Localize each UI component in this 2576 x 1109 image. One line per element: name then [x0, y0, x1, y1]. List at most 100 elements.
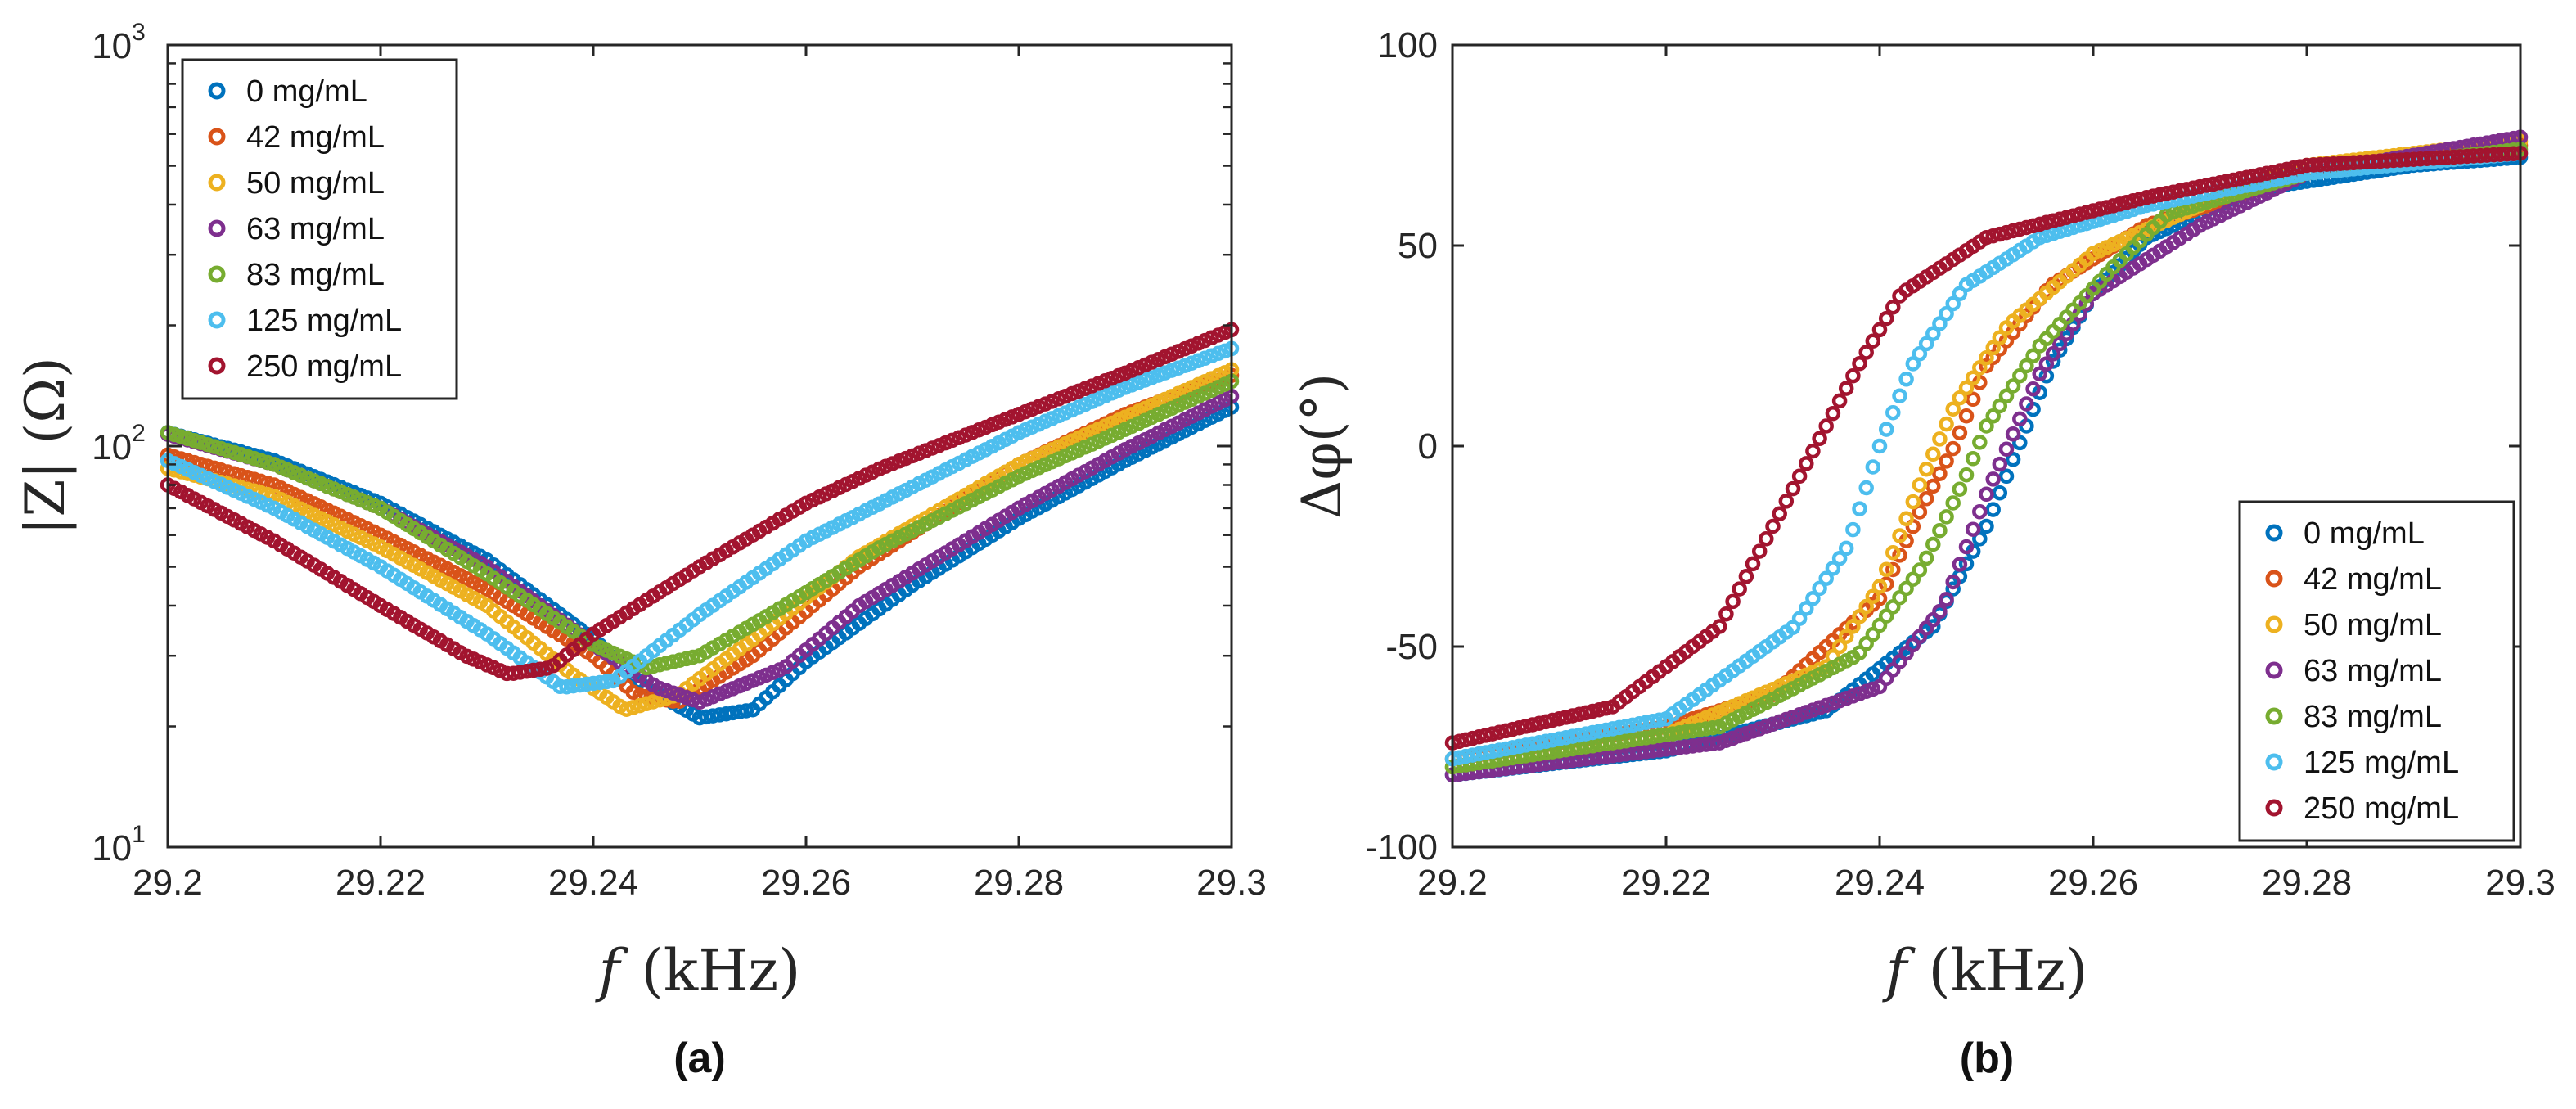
- x-tick-label: 29.22: [336, 863, 426, 903]
- data-point: [1905, 356, 1921, 372]
- data-point: [1592, 701, 1607, 718]
- data-point: [1898, 511, 1914, 527]
- panel-a-ticks: 29.2 29.22 29.24 29.26 29.28 29.3 101 102 103: [92, 19, 1267, 903]
- data-point: [2045, 346, 2061, 362]
- data-point: [1939, 306, 1954, 322]
- data-point: [665, 654, 681, 669]
- data-point: [1624, 732, 1641, 748]
- data-point: [1531, 735, 1547, 751]
- data-point: [2218, 174, 2235, 189]
- data-point: [1858, 480, 1874, 496]
- panel-a-series-5: [160, 340, 1240, 695]
- data-point: [1558, 710, 1574, 725]
- x-tick-label: 29.22: [1621, 863, 1711, 903]
- data-point: [1838, 629, 1854, 644]
- data-point: [1484, 743, 1501, 760]
- legend-label: 250 mg/mL: [2304, 791, 2459, 826]
- x-tick-label: 29.28: [2262, 863, 2352, 903]
- data-point: [1952, 390, 1968, 406]
- data-point: [2192, 178, 2208, 195]
- data-point: [2379, 153, 2395, 169]
- data-point: [1885, 404, 1901, 421]
- data-point: [619, 701, 634, 717]
- data-point: [1511, 719, 1527, 736]
- data-point: [253, 453, 268, 468]
- data-point: [2292, 159, 2308, 174]
- data-point: [1831, 393, 1848, 409]
- data-point: [1998, 224, 2015, 241]
- data-point: [1791, 611, 1808, 626]
- data-point: [1852, 608, 1867, 624]
- data-point: [2005, 378, 2021, 394]
- data-point: [672, 652, 687, 668]
- data-point: [1651, 728, 1668, 744]
- data-point: [725, 705, 741, 721]
- data-point: [1898, 372, 1914, 387]
- data-point: [1912, 477, 1928, 493]
- data-point: [1905, 494, 1921, 510]
- data-point: [200, 436, 216, 453]
- panel-b-data-marks: [1444, 129, 2529, 783]
- data-point: [1945, 574, 1961, 590]
- data-point: [1611, 719, 1628, 736]
- data-point: [1912, 562, 1928, 578]
- data-point: [2146, 188, 2161, 204]
- data-point: [1732, 581, 1747, 597]
- data-point: [1672, 740, 1687, 755]
- data-point: [499, 665, 515, 682]
- data-point: [1925, 446, 1941, 462]
- data-point: [1865, 459, 1881, 475]
- data-point: [1918, 461, 1934, 477]
- data-point: [240, 449, 255, 464]
- data-point: [1985, 471, 2001, 487]
- data-point: [1805, 443, 1821, 459]
- panel-a-x-axis-unit: (kHz): [641, 937, 800, 1004]
- data-point: [1831, 638, 1848, 655]
- data-point: [2012, 411, 2028, 427]
- data-point: [1491, 742, 1507, 758]
- data-point: [1765, 518, 1781, 534]
- data-point: [2466, 148, 2482, 164]
- legend-label: 83 mg/mL: [246, 258, 385, 292]
- data-point: [732, 704, 748, 719]
- data-point: [2412, 151, 2428, 167]
- data-point: [2085, 203, 2101, 219]
- data-point: [2078, 205, 2095, 220]
- data-point: [219, 443, 236, 458]
- data-point: [1972, 435, 1988, 450]
- y-tick-label: 50: [1398, 226, 1438, 266]
- data-point: [1471, 746, 1487, 762]
- data-point: [506, 665, 521, 681]
- data-point: [2399, 151, 2415, 168]
- x-tick-label: 29.3: [1196, 863, 1267, 903]
- panel-b-series-6: [1444, 146, 2529, 751]
- data-point: [1705, 719, 1721, 736]
- data-point: [2159, 186, 2174, 201]
- data-point: [1551, 731, 1567, 746]
- data-point: [712, 707, 727, 723]
- data-point: [1585, 724, 1601, 741]
- data-point: [2419, 151, 2435, 166]
- data-point: [1965, 521, 1981, 537]
- data-point: [1952, 557, 1968, 572]
- data-point: [2259, 165, 2275, 182]
- data-point: [2406, 151, 2421, 167]
- data-point: [659, 656, 674, 671]
- data-point: [1611, 734, 1628, 750]
- data-point: [1852, 355, 1867, 372]
- data-point: [1818, 418, 1834, 434]
- data-point: [1505, 740, 1520, 755]
- data-point: [180, 431, 196, 447]
- data-point: [233, 447, 249, 462]
- data-point: [1972, 360, 1988, 376]
- legend-marker: [208, 82, 226, 100]
- panel-b-x-axis-variable: f: [1882, 937, 1916, 1004]
- y-tick-label: 102: [92, 420, 146, 467]
- data-point: [1471, 728, 1487, 745]
- data-point: [1791, 468, 1808, 485]
- data-point: [1852, 645, 1867, 660]
- data-point: [2119, 195, 2135, 210]
- data-point: [625, 700, 641, 715]
- panel-b-chart: 29.2 29.22 29.24 29.26 29.28 29.3 -100 -50 0 50 10…: [1290, 25, 2556, 1082]
- data-point: [2332, 156, 2349, 171]
